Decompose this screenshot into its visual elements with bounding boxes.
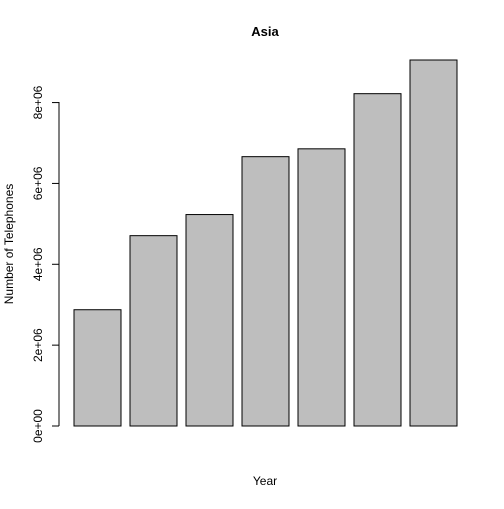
x-axis-label: Year <box>253 474 277 488</box>
bar-5 <box>297 148 346 427</box>
y-axis-ticks: 0e+00 2e+06 4e+06 6e+06 8e+06 <box>31 85 59 443</box>
bar-4 <box>241 156 290 427</box>
y-axis-label: Number of Telephones <box>2 184 16 305</box>
bar-6 <box>353 93 402 427</box>
y-tick-label: 0e+00 <box>31 409 45 443</box>
y-tick-label: 2e+06 <box>31 328 45 362</box>
y-tick-label: 6e+06 <box>31 166 45 200</box>
y-tick-label: 8e+06 <box>31 85 45 119</box>
bar-3 <box>185 214 234 427</box>
chart-title: Asia <box>251 24 279 39</box>
y-tick-label: 4e+06 <box>31 247 45 281</box>
bar-2 <box>129 235 178 427</box>
bar-7 <box>409 59 458 427</box>
bar-1 <box>73 309 122 427</box>
bars-group <box>73 59 458 427</box>
